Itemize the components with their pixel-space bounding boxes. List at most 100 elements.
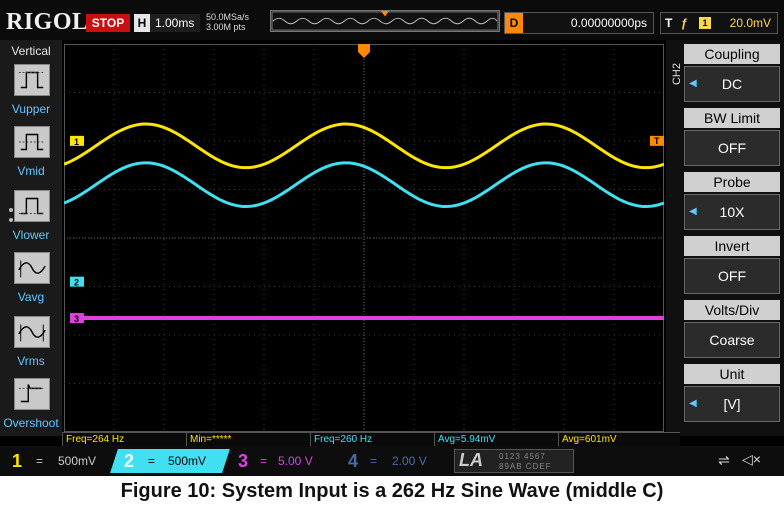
memory-depth: 3.00M pts xyxy=(206,22,246,32)
vrms-label: Vrms xyxy=(17,354,45,368)
vupper-button[interactable] xyxy=(14,64,50,96)
channel-2-scale: 500mV xyxy=(168,454,207,468)
menu-probe-value: 10X xyxy=(719,204,745,220)
la-digits-top: 0123 4567 xyxy=(499,452,546,461)
trigger-source: 1 xyxy=(699,17,711,29)
vmid-label: Vmid xyxy=(17,164,45,178)
channel-2-status[interactable]: 2 = 500mV xyxy=(110,449,230,473)
vlower-button[interactable] xyxy=(14,190,50,222)
menu-volts-div-title: Volts/Div xyxy=(684,300,780,320)
menu-unit-title: Unit xyxy=(684,364,780,384)
left-arrow-icon: ◀ xyxy=(689,398,697,409)
ch1-marker: 1 xyxy=(74,137,79,147)
ch2-marker-flag xyxy=(70,276,84,287)
menu-coupling-value: DC xyxy=(721,76,743,92)
ch2-marker: 2 xyxy=(74,278,79,288)
left-arrow-icon: ◀ xyxy=(689,206,697,217)
vavg-label: Vavg xyxy=(17,290,45,304)
channel-menu: CH2 Coupling ◀ DC BW Limit OFF Probe ◀ 10X… xyxy=(666,40,784,436)
timebase-value: 1.00ms xyxy=(155,16,195,30)
panel-handle-dot xyxy=(9,218,13,222)
menu-probe[interactable]: Probe ◀ 10X xyxy=(684,172,780,232)
menu-coupling[interactable]: Coupling ◀ DC xyxy=(684,44,780,104)
menu-unit-value-box[interactable]: ◀ [V] xyxy=(684,386,780,422)
ch1-waveform xyxy=(64,122,664,170)
channel-3-number: 3 xyxy=(238,451,249,471)
vmid-icon xyxy=(18,133,46,151)
trigger-box[interactable]: T ƒ 1 20.0mV xyxy=(660,12,778,34)
channel-1-coupling: = xyxy=(36,454,44,468)
ch3-marker: 3 xyxy=(74,314,79,324)
ch3-marker-flag xyxy=(70,313,84,324)
channel-4-scale: 2.00 V xyxy=(392,454,427,468)
channel-3-scale: 5.00 V xyxy=(278,454,313,468)
channel-4-coupling: = xyxy=(370,454,378,468)
la-label: LA xyxy=(459,450,483,470)
menu-volts-div[interactable]: Volts/Div Coarse xyxy=(684,300,780,360)
vavg-button[interactable] xyxy=(14,252,50,284)
channel-3-coupling: = xyxy=(260,454,268,468)
waveform-area: 1 2 3 T xyxy=(64,44,664,432)
memory-overview xyxy=(270,10,500,32)
menu-unit[interactable]: Unit ◀ [V] xyxy=(684,364,780,424)
channel-2-number: 2 xyxy=(124,451,135,471)
la-digits: 0123 4567 89AB CDEF xyxy=(499,452,573,472)
trigger-position-marker xyxy=(358,44,370,58)
figure-caption: Figure 10: System Input is a 262 Hz Sine… xyxy=(120,480,664,502)
trigger-level-flag xyxy=(650,135,664,146)
channel-bar: 1 = 500mV 2 = 500mV 3 = 5.00 V 4 = 2.00 … xyxy=(0,446,784,476)
vrms-icon xyxy=(18,324,46,342)
menu-bw-limit-title: BW Limit xyxy=(684,108,780,128)
speaker-muted-icon[interactable]: ◁× xyxy=(742,451,761,467)
usb-icon: ⇌ xyxy=(718,452,730,468)
panel-handle-dot xyxy=(9,208,13,212)
ch2-waveform xyxy=(64,161,664,208)
measurement-ch1-avg: Avg=601mV xyxy=(558,432,680,446)
timebase-box[interactable]: H 1.00ms xyxy=(134,14,200,32)
channel-4-status[interactable]: 4 = 2.00 V xyxy=(342,449,450,473)
vrms-button[interactable] xyxy=(14,316,50,348)
menu-probe-value-box[interactable]: ◀ 10X xyxy=(684,194,780,230)
logic-analyzer-button[interactable]: LA 0123 4567 89AB CDEF xyxy=(454,449,574,473)
waveform-grid[interactable]: 1 2 3 T xyxy=(64,44,664,432)
menu-bw-limit-value-box[interactable]: OFF xyxy=(684,130,780,166)
overview-wave-icon xyxy=(271,11,499,31)
rising-edge-icon: ƒ xyxy=(681,16,688,30)
trigger-label: T xyxy=(665,16,673,30)
brand-logo: RIGOL xyxy=(6,9,89,35)
measure-panel: Vertical Vupper Vmid Vlower Vavg Vrms Ov… xyxy=(0,40,62,436)
channel-tag: CH2 xyxy=(666,46,684,102)
vmid-button[interactable] xyxy=(14,126,50,158)
trigger-level-marker: T xyxy=(654,136,660,146)
channel-1-number: 1 xyxy=(12,451,23,471)
menu-bw-limit-value: OFF xyxy=(718,140,746,156)
menu-invert-value-box[interactable]: OFF xyxy=(684,258,780,294)
channel-1-status[interactable]: 1 = 500mV xyxy=(0,449,108,473)
menu-invert[interactable]: Invert OFF xyxy=(684,236,780,296)
measurement-ch2-freq: Freq=260 Hz xyxy=(310,432,434,446)
menu-bw-limit[interactable]: BW Limit OFF xyxy=(684,108,780,168)
trigger-level: 20.0mV xyxy=(729,16,771,30)
menu-volts-div-value: Coarse xyxy=(709,332,755,348)
channel-2-coupling: = xyxy=(148,454,156,468)
menu-volts-div-value-box[interactable]: Coarse xyxy=(684,322,780,358)
vlower-label: Vlower xyxy=(12,228,50,242)
delay-value: 0.00000000ps xyxy=(570,16,647,30)
menu-probe-title: Probe xyxy=(684,172,780,192)
delay-box[interactable]: D 0.00000000ps xyxy=(504,12,654,34)
menu-coupling-title: Coupling xyxy=(684,44,780,64)
overshoot-button[interactable] xyxy=(14,378,50,410)
run-state-badge[interactable]: STOP xyxy=(86,14,130,32)
menu-coupling-value-box[interactable]: ◀ DC xyxy=(684,66,780,102)
oscilloscope-screen: RIGOL STOP H 1.00ms 50.0MSa/s 3.00M pts D… xyxy=(0,0,784,476)
horizontal-label: H xyxy=(134,14,150,32)
overshoot-label: Overshoot xyxy=(3,416,59,430)
vupper-label: Vupper xyxy=(11,102,51,116)
vupper-icon xyxy=(18,71,46,89)
measurement-ch1-freq: Freq=264 Hz xyxy=(62,432,186,446)
channel-3-status[interactable]: 3 = 5.00 V xyxy=(232,449,336,473)
channel-tag-text: CH2 xyxy=(671,62,684,86)
sample-info: 50.0MSa/s 3.00M pts xyxy=(206,12,249,32)
menu-invert-title: Invert xyxy=(684,236,780,256)
top-status-bar: RIGOL STOP H 1.00ms 50.0MSa/s 3.00M pts D… xyxy=(0,0,784,40)
